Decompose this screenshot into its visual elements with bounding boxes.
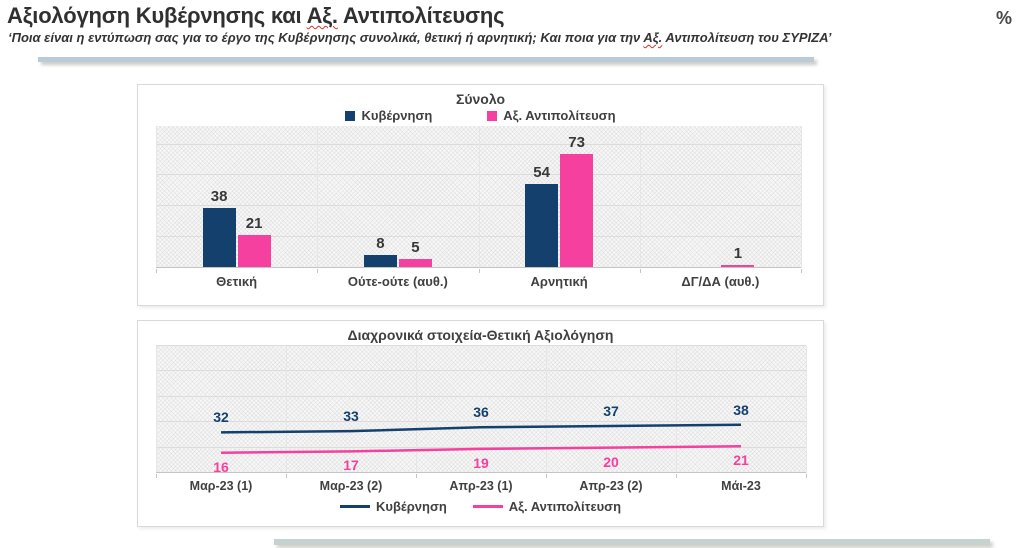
bar-value-label-government-0: 38 <box>210 188 228 205</box>
bar-government-1 <box>363 255 397 267</box>
gridline-h <box>156 345 806 346</box>
bar-government-2 <box>525 184 559 267</box>
gridline-h <box>156 395 806 397</box>
point-value-label-opposition-3: 20 <box>603 453 619 470</box>
line-series-opposition <box>220 445 742 454</box>
bar-opposition-2 <box>560 154 594 267</box>
line-chart-legend: Κυβέρνηση Αξ. Αντιπολίτευση <box>138 499 823 514</box>
point-value-label-opposition-1: 17 <box>343 457 359 474</box>
axis-tick <box>286 474 287 478</box>
x-axis-label-3: Απρ-23 (2) <box>579 479 643 493</box>
category-label-1: Ούτε-ούτε (αυθ.) <box>347 274 448 289</box>
line-chart-card: Διαχρονικά στοιχεία-Θετική Αξιολόγηση 32… <box>137 320 824 527</box>
gridline-v <box>478 126 480 268</box>
bar-chart-title: Σύνολο <box>455 91 506 107</box>
legend-item-opposition: Αξ. Αντιπολίτευση <box>472 499 622 514</box>
page-subtitle-pre: ‘Ποια είναι η εντύπωση σας για το έργο τ… <box>8 30 644 45</box>
gridline-h <box>156 446 806 448</box>
bar-chart-legend: Κυβέρνηση Αξ. Αντιπολίτευση <box>138 108 823 123</box>
axis-tick <box>478 269 480 273</box>
bar-value-label-opposition-1: 5 <box>411 239 420 256</box>
decorative-divider-top <box>38 57 814 62</box>
axis-tick <box>156 474 157 478</box>
bar-chart-plot-area: 38 21 8 5 54 73 1 <box>156 126 802 273</box>
legend-swatch-opposition <box>487 110 498 121</box>
gridline-v <box>801 126 802 268</box>
point-value-label-opposition-4: 21 <box>733 452 749 469</box>
legend-swatch-government <box>339 505 370 508</box>
decorative-divider-bottom <box>274 539 990 545</box>
bar-chart-card: Σύνολο Κυβέρνηση Αξ. Αντιπολίτευση 38 21 8 5… <box>137 84 824 306</box>
axis-tick <box>317 269 319 273</box>
page-subtitle-spellchecked-word: Αξ. <box>643 30 663 45</box>
gridline-v <box>639 126 641 268</box>
point-value-label-government-4: 38 <box>733 401 749 418</box>
page-subtitle: ‘Ποια είναι η εντύπωση σας για το έργο τ… <box>8 30 831 45</box>
line-chart-plot-area: 32 33 36 37 38 16 17 19 20 21 <box>156 345 807 478</box>
category-label-0: Θετική <box>216 274 258 289</box>
bar-government-0 <box>202 208 236 267</box>
legend-label-opposition: Αξ. Αντιπολίτευση <box>503 108 616 123</box>
axis-tick <box>416 474 417 478</box>
category-label-2: Αρνητική <box>530 274 588 289</box>
x-axis-label-4: Μάι-23 <box>721 479 761 493</box>
bar-value-label-government-2: 54 <box>533 164 550 181</box>
x-axis-line <box>156 267 801 268</box>
line-chart-category-axis: Μαρ-23 (1) Μαρ-23 (2) Απρ-23 (1) Απρ-23 (2)… <box>156 479 806 493</box>
percent-symbol: % <box>995 8 1012 28</box>
gridline-h <box>156 370 806 372</box>
bar-opposition-3 <box>721 265 755 267</box>
page-title-post: Αντιπολίτευσης <box>337 3 505 28</box>
bar-value-label-opposition-3: 1 <box>733 245 743 262</box>
line-chart-title: Διαχρονικά στοιχεία-Θετική Αξιολόγηση <box>347 327 614 343</box>
point-value-label-government-0: 32 <box>213 409 229 426</box>
legend-label-government: Κυβέρνηση <box>361 108 433 123</box>
legend-item-government: Κυβέρνηση <box>345 108 432 123</box>
point-value-label-opposition-0: 16 <box>213 458 229 475</box>
legend-label-opposition: Αξ. Αντιπολίτευση <box>508 499 622 514</box>
gridline-v <box>806 346 807 473</box>
bar-value-label-opposition-2: 73 <box>568 134 585 151</box>
gridline-v <box>676 346 677 473</box>
page-title-spellchecked-word: Αξ. <box>306 3 338 28</box>
gridline-v <box>156 346 157 473</box>
gridline-v <box>317 126 319 268</box>
bar-value-label-opposition-0: 21 <box>245 215 263 232</box>
gridline-v <box>416 346 417 473</box>
axis-tick <box>639 269 641 273</box>
gridline-h <box>156 421 806 423</box>
gridline-v <box>286 346 287 473</box>
line-chart-series-svg <box>220 423 742 454</box>
page-subtitle-post: Αντιπολίτευση του ΣΥΡΙΖΑ’ <box>662 30 832 45</box>
line-series-government <box>220 423 742 434</box>
axis-tick <box>546 474 547 478</box>
point-value-label-government-2: 36 <box>473 404 489 421</box>
x-axis-label-1: Μαρ-23 (2) <box>319 479 383 493</box>
gridline-v <box>546 346 547 473</box>
axis-tick <box>806 474 807 478</box>
point-value-label-opposition-2: 19 <box>473 454 489 471</box>
bar-chart-category-axis: Θετική Ούτε-ούτε (αυθ.) Αρνητική ΔΓ/ΔΑ (αυθ… <box>156 274 801 289</box>
x-axis-label-0: Μαρ-23 (1) <box>189 479 253 493</box>
bar-opposition-0 <box>237 235 271 267</box>
legend-swatch-government <box>345 110 356 121</box>
bar-value-label-government-1: 8 <box>376 235 385 252</box>
point-value-label-government-3: 37 <box>603 403 619 419</box>
legend-swatch-opposition <box>472 505 503 508</box>
axis-tick <box>676 474 677 478</box>
axis-tick <box>801 269 802 273</box>
legend-label-government: Κυβέρνηση <box>375 499 447 514</box>
axis-tick <box>156 269 157 273</box>
point-value-label-government-1: 33 <box>343 408 359 425</box>
x-axis-label-2: Απρ-23 (1) <box>449 479 513 493</box>
page-title: Αξιολόγηση Κυβέρνησης και Αξ. Αντιπολίτε… <box>7 3 505 29</box>
bar-opposition-1 <box>398 259 432 267</box>
x-axis-line <box>156 472 806 473</box>
category-label-3: ΔΓ/ΔΑ (αυθ.) <box>681 274 760 289</box>
page-title-pre: Αξιολόγηση Κυβέρνησης και <box>7 3 307 28</box>
legend-item-government: Κυβέρνηση <box>339 499 447 514</box>
gridline-v <box>156 126 157 268</box>
legend-item-opposition: Αξ. Αντιπολίτευση <box>487 108 616 123</box>
